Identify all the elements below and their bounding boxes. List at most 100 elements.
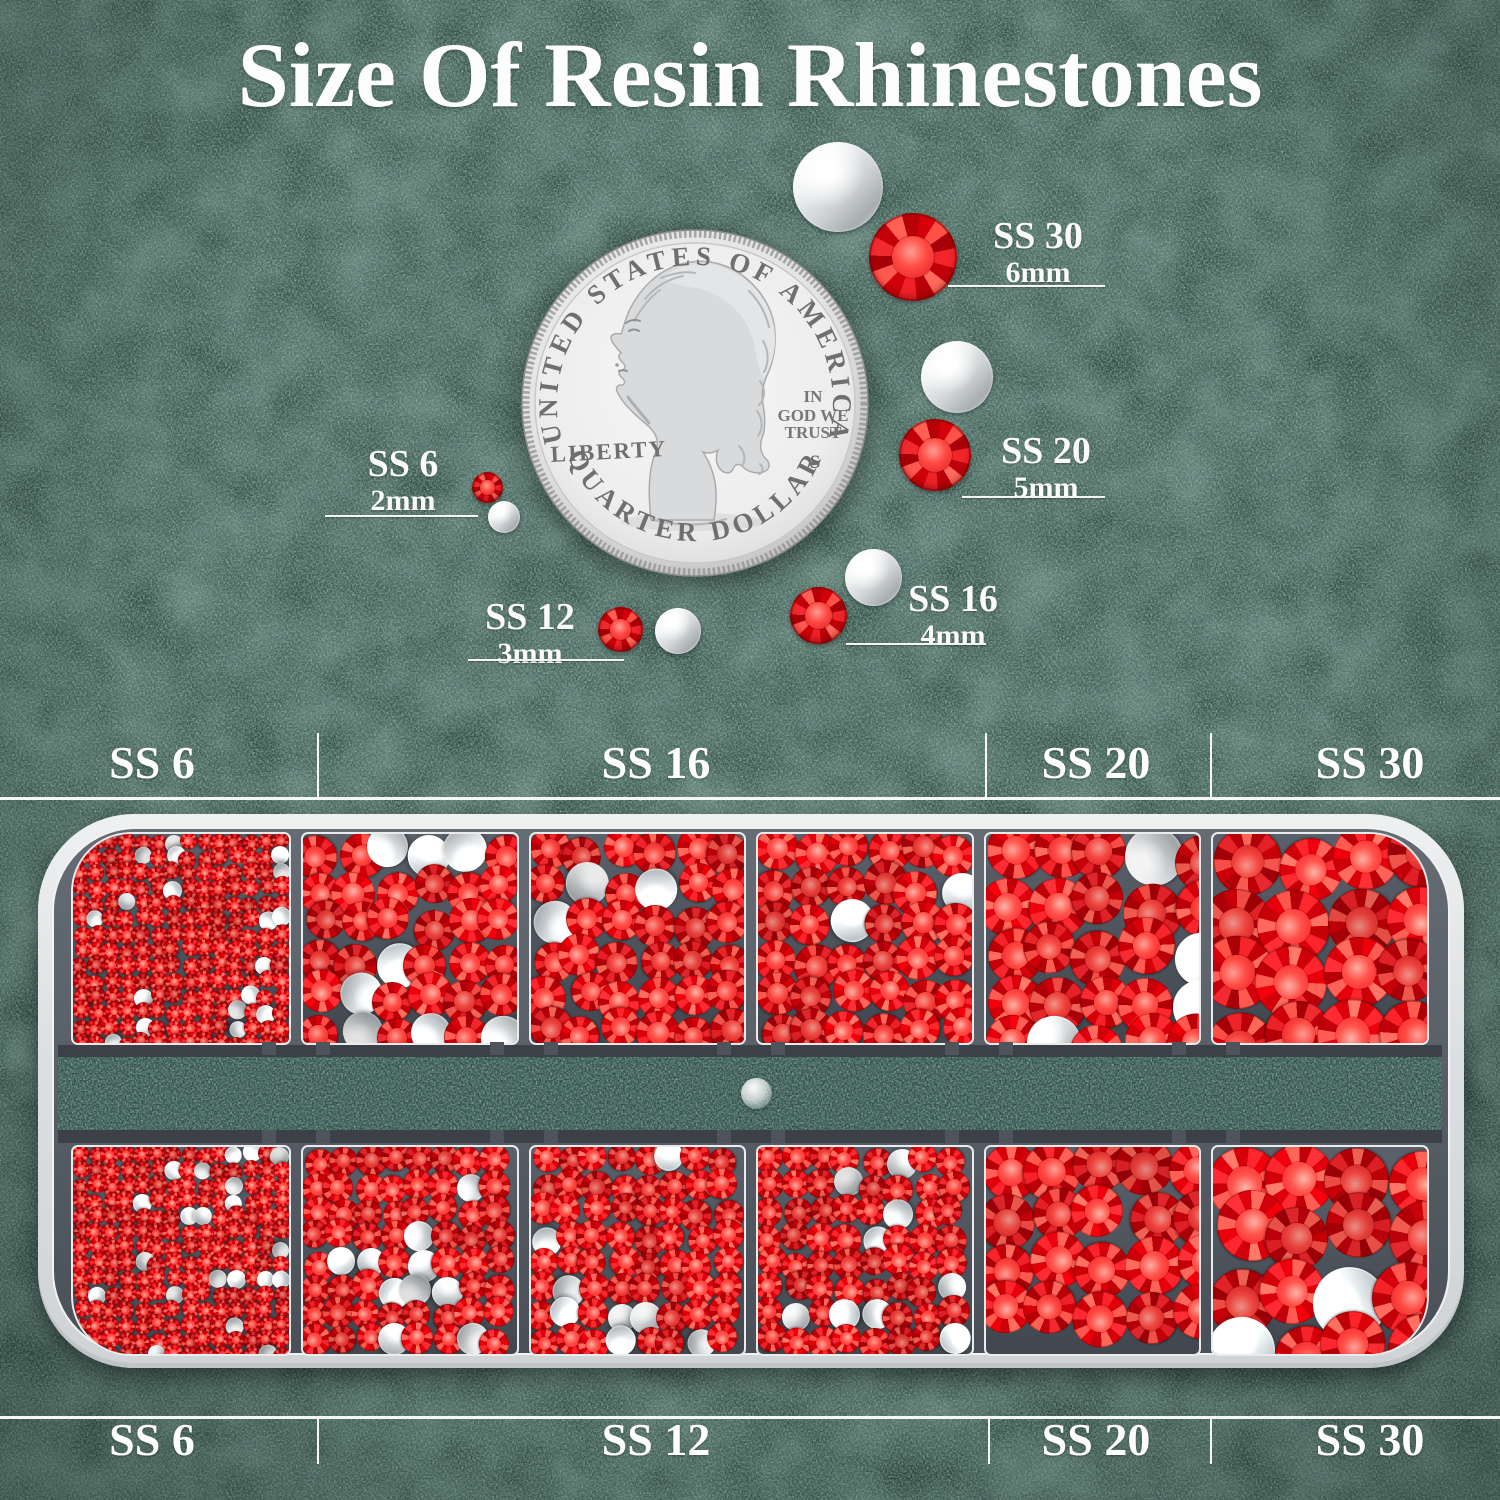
callout-ss16: SS 16 4mm xyxy=(908,578,998,653)
sample-stone-ss12-red xyxy=(598,607,643,652)
rhinestone xyxy=(783,899,835,951)
tray-clip-tab xyxy=(316,1042,330,1055)
bottom-row-rule xyxy=(0,1416,1500,1419)
coin-mint-mark: S xyxy=(810,452,821,473)
tray-bottom-label-ss12: SS 12 xyxy=(601,1414,711,1465)
callout-ss20: SS 20 5mm xyxy=(1001,430,1091,505)
callout-ss16-size: 4mm xyxy=(920,619,986,653)
sample-stone-ss16-silver-back xyxy=(845,549,902,606)
tray-clip-tab xyxy=(1226,1042,1240,1055)
callout-ss20-underline xyxy=(962,496,1105,498)
callout-ss12-label: SS 12 xyxy=(485,596,575,638)
tray-bottom-label-ss6: SS 6 xyxy=(109,1414,195,1465)
sample-stone-ss6-red xyxy=(472,472,503,503)
callout-ss30-underline xyxy=(948,285,1105,287)
tray-compartment-ss30 xyxy=(1211,832,1429,1045)
callout-ss6-underline xyxy=(325,515,478,517)
tray-clip-tab xyxy=(316,1130,330,1143)
tray-clip-tab xyxy=(717,1042,731,1055)
tray-compartment-ss12 xyxy=(529,1145,746,1356)
callout-ss30-label: SS 30 xyxy=(993,215,1083,257)
bottom-row-divider-2 xyxy=(988,1418,990,1464)
rhinestone xyxy=(164,1251,183,1270)
sample-stone-ss16-red xyxy=(790,587,847,644)
rhinestone xyxy=(207,1268,228,1290)
tray-compartment-ss6 xyxy=(71,1145,291,1356)
tray-clip-tab xyxy=(717,1130,731,1143)
quarter-coin: UNITED STATES OF AMERICA QUARTER DOLLAR … xyxy=(513,221,879,587)
tray-top-label-ss16: SS 16 xyxy=(601,737,711,788)
coin-liberty-text: LIBERTY xyxy=(550,436,668,467)
rhinestone xyxy=(932,1195,963,1226)
callout-ss6-size: 2mm xyxy=(370,484,436,518)
sample-stone-ss12-silver-back xyxy=(655,608,701,654)
rhinestone xyxy=(937,1319,972,1354)
rhinestone xyxy=(303,1009,344,1043)
rhinestone xyxy=(559,1015,601,1043)
rhinestone xyxy=(1177,1233,1199,1290)
rhinestone xyxy=(480,1016,517,1043)
rhinestone xyxy=(1114,1147,1174,1197)
svg-text:IN: IN xyxy=(804,387,824,406)
callout-ss12: SS 12 3mm xyxy=(485,596,575,671)
callout-ss6-label: SS 6 xyxy=(367,443,439,485)
tray-clip-tab xyxy=(544,1042,558,1055)
callout-ss30-size: 6mm xyxy=(1005,256,1071,290)
tray-top-label-ss20: SS 20 xyxy=(1041,737,1151,788)
top-row-divider-3 xyxy=(1210,733,1212,797)
sample-stone-ss20-red xyxy=(899,419,971,491)
callout-ss16-label: SS 16 xyxy=(908,578,998,620)
sample-stone-ss20-silver-back xyxy=(921,341,993,413)
tray-clip-tab xyxy=(262,1042,276,1055)
tray-bottom-label-ss20: SS 20 xyxy=(1041,1414,1151,1465)
svg-text:GOD WE: GOD WE xyxy=(777,406,848,425)
sample-stone-ss30-red xyxy=(869,213,957,301)
tray-compartment-ss12 xyxy=(756,1145,974,1356)
callout-ss12-size: 3mm xyxy=(497,637,563,671)
tray-clip-tab xyxy=(999,1042,1013,1055)
callout-ss16-underline xyxy=(846,643,986,645)
tray-clip-tab xyxy=(771,1042,785,1055)
tray-clip-tab xyxy=(945,1130,959,1143)
callout-ss6: SS 6 2mm xyxy=(367,443,439,518)
rhinestone xyxy=(371,981,413,1023)
tray-clip-tab xyxy=(945,1042,959,1055)
clear-bead xyxy=(741,1078,772,1109)
bottom-row-divider-1 xyxy=(317,1418,319,1464)
rhinestone xyxy=(148,1032,168,1043)
bottom-row-divider-3 xyxy=(1210,1418,1212,1464)
rhinestone xyxy=(1066,1285,1134,1353)
callout-ss12-underline xyxy=(468,659,624,661)
tray-bottom-label-ss30: SS 30 xyxy=(1315,1414,1425,1465)
tray-clip-tab xyxy=(262,1130,276,1143)
rhinestone xyxy=(822,1009,865,1043)
tray-compartment-ss30 xyxy=(1211,1145,1429,1356)
tray-compartment-ss12 xyxy=(301,1145,519,1356)
top-row-divider-1 xyxy=(317,733,319,797)
tray-clip-tab xyxy=(490,1042,504,1055)
coin-reeded-edge xyxy=(522,230,868,576)
tray-compartment-ss16 xyxy=(529,832,746,1045)
tray-clip-tab xyxy=(544,1130,558,1143)
coin-portrait-washington xyxy=(610,260,776,526)
tray-clip-tab xyxy=(771,1130,785,1143)
coin-motto-text: IN GOD WE TRUST xyxy=(777,387,848,442)
tray-clip-tab xyxy=(490,1130,504,1143)
tray-compartment-ss20 xyxy=(984,832,1201,1045)
tray-compartment-ss16 xyxy=(756,832,974,1045)
rhinestone xyxy=(272,923,289,944)
rhinestone xyxy=(451,1147,483,1177)
callout-ss30: SS 30 6mm xyxy=(993,215,1083,290)
callout-ss20-size: 5mm xyxy=(1013,471,1079,505)
sample-stone-ss30-silver-back xyxy=(793,142,883,232)
tray-compartment-ss20 xyxy=(984,1145,1201,1356)
tray-clip-tab xyxy=(1172,1042,1186,1055)
tray-compartment-ss6 xyxy=(71,832,291,1045)
callout-ss20-label: SS 20 xyxy=(1001,430,1091,472)
top-row-rule xyxy=(0,797,1500,800)
tray-compartment-ss16 xyxy=(301,832,519,1045)
sample-stone-ss6-silver-back xyxy=(488,501,520,533)
svg-text:TRUST: TRUST xyxy=(785,423,842,442)
tray-clip-tab xyxy=(999,1130,1013,1143)
